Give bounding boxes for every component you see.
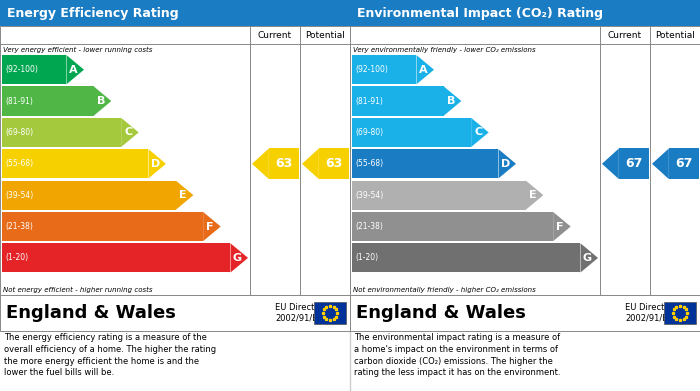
Bar	[352, 212, 553, 241]
Text: Current: Current	[258, 30, 292, 39]
Text: (92-100): (92-100)	[5, 65, 38, 74]
Bar	[2, 149, 148, 178]
Text: Potential: Potential	[655, 30, 695, 39]
Text: (81-91): (81-91)	[355, 97, 383, 106]
Text: 67: 67	[676, 157, 692, 170]
Polygon shape	[602, 149, 619, 179]
Polygon shape	[252, 149, 269, 179]
Polygon shape	[526, 181, 543, 210]
Text: 2002/91/EC: 2002/91/EC	[275, 314, 323, 323]
Polygon shape	[580, 243, 598, 273]
Polygon shape	[302, 149, 318, 179]
Polygon shape	[148, 149, 166, 178]
Polygon shape	[203, 212, 220, 241]
Text: (69-80): (69-80)	[355, 128, 383, 137]
Text: C: C	[124, 127, 132, 137]
Text: F: F	[206, 222, 214, 231]
Bar	[318, 149, 349, 179]
Bar	[2, 181, 176, 210]
Bar	[352, 86, 444, 116]
Text: (1-20): (1-20)	[5, 253, 28, 262]
Bar	[350, 26, 700, 295]
Bar	[350, 0, 700, 26]
Polygon shape	[66, 55, 84, 84]
Text: (39-54): (39-54)	[355, 191, 384, 200]
Polygon shape	[652, 149, 668, 179]
Text: E: E	[529, 190, 537, 200]
Polygon shape	[176, 181, 193, 210]
Text: Not energy efficient - higher running costs: Not energy efficient - higher running co…	[3, 287, 153, 293]
Polygon shape	[230, 243, 248, 273]
Text: Energy Efficiency Rating: Energy Efficiency Rating	[7, 7, 178, 20]
Bar	[269, 149, 299, 179]
Bar	[314, 302, 346, 324]
Bar	[352, 149, 498, 178]
Bar	[2, 86, 94, 116]
Text: (69-80): (69-80)	[5, 128, 33, 137]
Text: D: D	[501, 159, 510, 169]
Text: B: B	[97, 96, 105, 106]
Bar	[2, 212, 203, 241]
Polygon shape	[416, 55, 434, 84]
Text: The energy efficiency rating is a measure of the
overall efficiency of a home. T: The energy efficiency rating is a measur…	[4, 333, 216, 377]
Text: Very energy efficient - lower running costs: Very energy efficient - lower running co…	[3, 47, 153, 53]
Bar	[352, 181, 526, 210]
Text: G: G	[583, 253, 592, 263]
Text: A: A	[69, 65, 78, 75]
Polygon shape	[553, 212, 570, 241]
Text: Current: Current	[608, 30, 642, 39]
Text: Potential: Potential	[305, 30, 345, 39]
Text: (21-38): (21-38)	[5, 222, 33, 231]
Polygon shape	[121, 118, 139, 147]
Text: A: A	[419, 65, 428, 75]
Text: 67: 67	[625, 157, 643, 170]
Bar	[668, 149, 699, 179]
Text: (55-68): (55-68)	[5, 159, 33, 168]
Text: E: E	[179, 190, 187, 200]
Polygon shape	[94, 86, 111, 116]
Text: D: D	[151, 159, 160, 169]
Polygon shape	[444, 86, 461, 116]
Text: B: B	[447, 96, 455, 106]
Bar	[619, 149, 649, 179]
Bar	[352, 243, 580, 273]
Text: Very environmentally friendly - lower CO₂ emissions: Very environmentally friendly - lower CO…	[353, 47, 536, 53]
Bar	[0, 295, 350, 331]
Text: EU Directive: EU Directive	[275, 303, 327, 312]
Text: Not environmentally friendly - higher CO₂ emissions: Not environmentally friendly - higher CO…	[353, 287, 536, 293]
Bar	[2, 243, 230, 273]
Text: 63: 63	[275, 157, 293, 170]
Bar	[2, 55, 66, 84]
Bar	[352, 55, 416, 84]
Text: (1-20): (1-20)	[355, 253, 378, 262]
Bar	[2, 118, 121, 147]
Text: C: C	[474, 127, 482, 137]
Text: (81-91): (81-91)	[5, 97, 33, 106]
Text: EU Directive: EU Directive	[625, 303, 677, 312]
Bar	[0, 0, 350, 26]
Text: (39-54): (39-54)	[5, 191, 34, 200]
Text: G: G	[233, 253, 242, 263]
Text: 63: 63	[326, 157, 342, 170]
Text: The environmental impact rating is a measure of
a home's impact on the environme: The environmental impact rating is a mea…	[354, 333, 561, 377]
Text: (55-68): (55-68)	[355, 159, 383, 168]
Text: (21-38): (21-38)	[355, 222, 383, 231]
Text: (92-100): (92-100)	[355, 65, 388, 74]
Bar	[664, 302, 696, 324]
Text: England & Wales: England & Wales	[6, 304, 176, 322]
Polygon shape	[471, 118, 489, 147]
Text: 2002/91/EC: 2002/91/EC	[625, 314, 673, 323]
Text: England & Wales: England & Wales	[356, 304, 526, 322]
Polygon shape	[498, 149, 516, 178]
Bar	[0, 26, 350, 295]
Text: F: F	[556, 222, 564, 231]
Bar	[352, 118, 471, 147]
Bar	[350, 295, 700, 331]
Text: Environmental Impact (CO₂) Rating: Environmental Impact (CO₂) Rating	[357, 7, 603, 20]
